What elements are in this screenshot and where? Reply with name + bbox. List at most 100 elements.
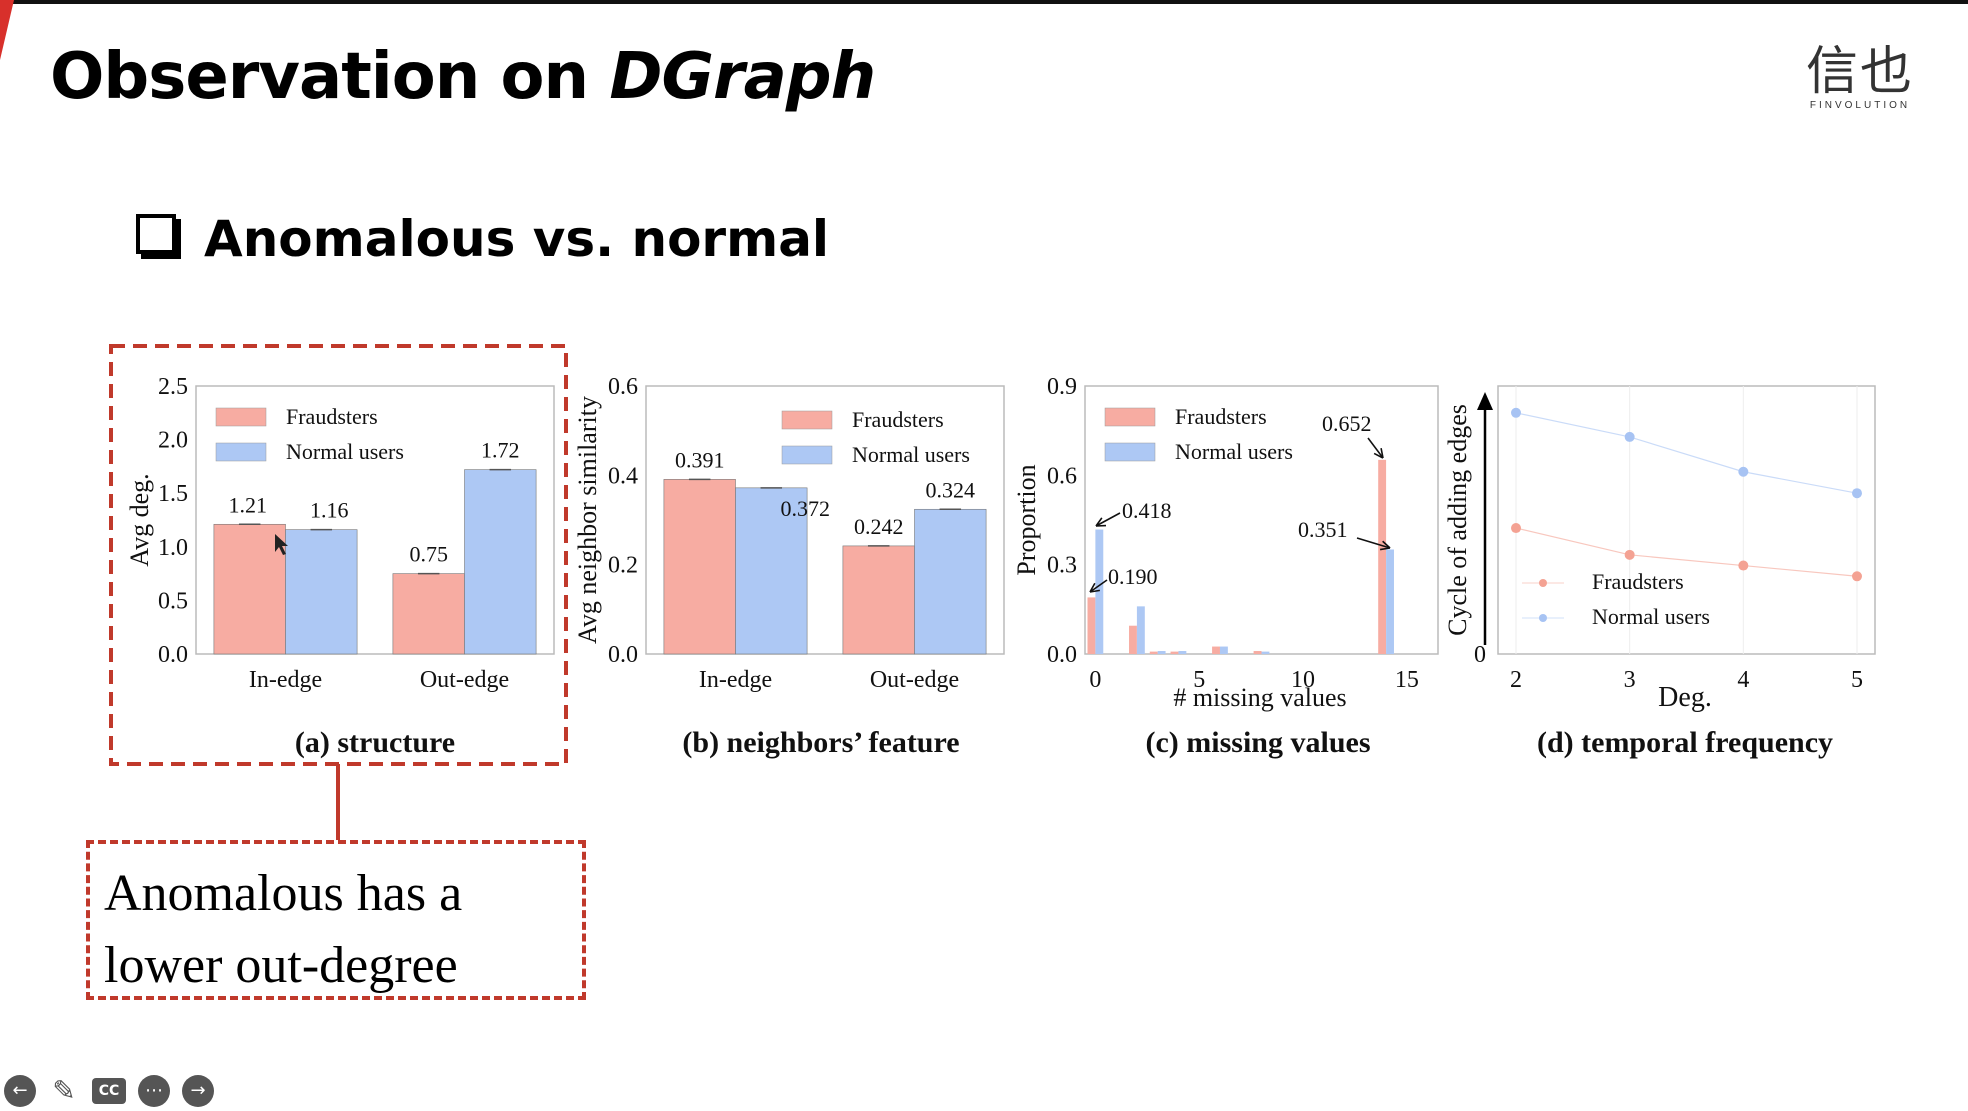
bar-2-14-1 bbox=[1386, 549, 1394, 654]
legend-swatch-2-0 bbox=[1104, 407, 1156, 427]
title-italic: DGraph bbox=[609, 40, 876, 114]
x-tick-label-3-3: 5 bbox=[1851, 667, 1863, 693]
series-line-3-0 bbox=[1515, 527, 1858, 577]
data-label-0-3: 1.72 bbox=[481, 438, 520, 463]
series-point-3-1-1 bbox=[1624, 431, 1635, 442]
legend-label-3-0: Fraudsters bbox=[1592, 569, 1684, 594]
annotation-arrow-0 bbox=[1095, 512, 1121, 527]
legend-label-1-1: Normal users bbox=[852, 442, 970, 467]
callout-box: Anomalous has a lower out-degree bbox=[86, 840, 586, 1000]
x-tick-label-1-0: In-edge bbox=[699, 667, 772, 693]
x-tick-label-2-3: 15 bbox=[1395, 667, 1419, 693]
caption-0: (a) structure bbox=[295, 726, 455, 759]
top-border bbox=[0, 0, 1968, 4]
bar-2-8-0 bbox=[1253, 651, 1262, 654]
callout-line-1: Anomalous has a bbox=[104, 865, 463, 922]
y-tick-label-1-3: 0.6 bbox=[608, 374, 638, 400]
y-axis-label-2: Proportion bbox=[1012, 464, 1041, 575]
bar-0-0-1 bbox=[285, 529, 358, 655]
bar-0-1-0 bbox=[392, 573, 465, 655]
data-label-0-2: 0.75 bbox=[409, 542, 448, 567]
legend-marker-3-1 bbox=[1539, 614, 1547, 622]
legend-label-0-0: Fraudsters bbox=[286, 404, 378, 429]
mouse-cursor-icon bbox=[275, 534, 288, 555]
company-logo: 信也 FINVOLUTION bbox=[1800, 42, 1920, 111]
annotation-arrow-2 bbox=[1367, 437, 1384, 459]
y-tick-label-2-0: 0.0 bbox=[1047, 642, 1077, 668]
legend-label-2-1: Normal users bbox=[1175, 439, 1293, 464]
data-label-1-0: 0.391 bbox=[675, 447, 725, 472]
legend-swatch-1-1 bbox=[781, 445, 833, 465]
bar-2-8-1 bbox=[1261, 651, 1270, 654]
annotation-arrow-3 bbox=[1356, 537, 1391, 549]
bar-1-0-1 bbox=[735, 487, 808, 655]
series-point-3-0-1 bbox=[1624, 549, 1635, 560]
legend-label-3-1: Normal users bbox=[1592, 604, 1710, 629]
bar-2-0-1 bbox=[1095, 529, 1104, 654]
y-tick-label-0-5: 2.5 bbox=[158, 374, 188, 400]
annotation-arrowhead-3 bbox=[1379, 540, 1391, 551]
bar-2-2-1 bbox=[1136, 606, 1145, 654]
series-point-3-0-2 bbox=[1738, 560, 1749, 571]
red-corner-tab bbox=[0, 0, 14, 60]
annotation-label-2: 0.652 bbox=[1322, 411, 1372, 436]
x-axis-label-2: # missing values bbox=[1173, 683, 1346, 712]
bullet-text: Anomalous vs. normal bbox=[204, 210, 830, 268]
data-label-0-0: 1.21 bbox=[228, 492, 267, 517]
x-tick-label-3-1: 3 bbox=[1624, 667, 1636, 693]
data-label-1-3: 0.324 bbox=[926, 477, 976, 502]
x-tick-label-3-2: 4 bbox=[1737, 667, 1749, 693]
y-axis-arrowhead bbox=[1477, 392, 1493, 410]
y-tick-label-1-1: 0.2 bbox=[608, 553, 638, 579]
annotation-label-1: 0.190 bbox=[1108, 564, 1158, 589]
series-point-3-1-0 bbox=[1511, 407, 1521, 418]
more-icon[interactable]: ⋯ bbox=[138, 1075, 170, 1107]
annotation-label-0: 0.418 bbox=[1122, 498, 1172, 523]
y-tick-label-2-3: 0.9 bbox=[1047, 374, 1077, 400]
plot-frame-3 bbox=[1497, 385, 1876, 655]
pen-icon[interactable]: ✎ bbox=[52, 1074, 76, 1107]
x-tick-label-3-0: 2 bbox=[1510, 667, 1522, 693]
series-point-3-0-0 bbox=[1511, 523, 1521, 534]
data-label-0-1: 1.16 bbox=[310, 498, 349, 523]
bar-2-3-0 bbox=[1149, 651, 1158, 654]
y-tick-label-1-0: 0.0 bbox=[608, 642, 638, 668]
slide-title: Observation on DGraph bbox=[50, 40, 876, 114]
annotation-label-3: 0.351 bbox=[1298, 517, 1348, 542]
bar-1-0-0 bbox=[663, 479, 736, 655]
checkbox-bullet-icon bbox=[136, 214, 176, 254]
y-tick-label-0-0: 0.0 bbox=[158, 642, 188, 668]
y-axis-label-1: Avg neighbor similarity bbox=[573, 396, 602, 644]
y-tick-label-3-0: 0 bbox=[1474, 642, 1486, 668]
bar-2-4-1 bbox=[1178, 651, 1187, 654]
bar-2-6-0 bbox=[1212, 646, 1220, 654]
bar-2-2-0 bbox=[1129, 625, 1137, 654]
y-tick-label-0-1: 0.5 bbox=[158, 588, 188, 614]
series-point-3-1-3 bbox=[1852, 488, 1862, 499]
y-tick-label-0-2: 1.0 bbox=[158, 535, 188, 561]
x-tick-label-2-2: 10 bbox=[1291, 667, 1315, 693]
bar-2-4-0 bbox=[1170, 651, 1179, 654]
bar-1-1-1 bbox=[914, 508, 987, 655]
annotation-arrowhead-2 bbox=[1373, 448, 1384, 459]
captions-icon[interactable]: CC bbox=[92, 1078, 126, 1104]
bar-2-0-0 bbox=[1087, 597, 1096, 654]
y-axis-label-0: Avg deg. bbox=[125, 473, 154, 566]
x-tick-label-0-0: In-edge bbox=[249, 667, 322, 693]
y-tick-label-2-2: 0.6 bbox=[1047, 463, 1077, 489]
legend-swatch-2-1 bbox=[1104, 442, 1156, 462]
legend-label-2-0: Fraudsters bbox=[1175, 404, 1267, 429]
y-tick-label-1-2: 0.4 bbox=[608, 463, 638, 489]
y-tick-label-0-4: 2.0 bbox=[158, 428, 188, 454]
caption-3: (d) temporal frequency bbox=[1537, 726, 1833, 759]
forward-icon[interactable]: → bbox=[182, 1075, 214, 1107]
callout-line-2: lower out-degree bbox=[104, 937, 458, 994]
series-line-3-1 bbox=[1515, 412, 1858, 494]
legend-swatch-1-0 bbox=[781, 410, 833, 430]
y-tick-label-0-3: 1.5 bbox=[158, 481, 188, 507]
caption-1: (b) neighbors’ feature bbox=[682, 726, 959, 759]
annotation-arrowhead-1 bbox=[1089, 582, 1100, 593]
x-tick-label-1-1: Out-edge bbox=[870, 667, 959, 693]
back-icon[interactable]: ← bbox=[4, 1075, 36, 1107]
